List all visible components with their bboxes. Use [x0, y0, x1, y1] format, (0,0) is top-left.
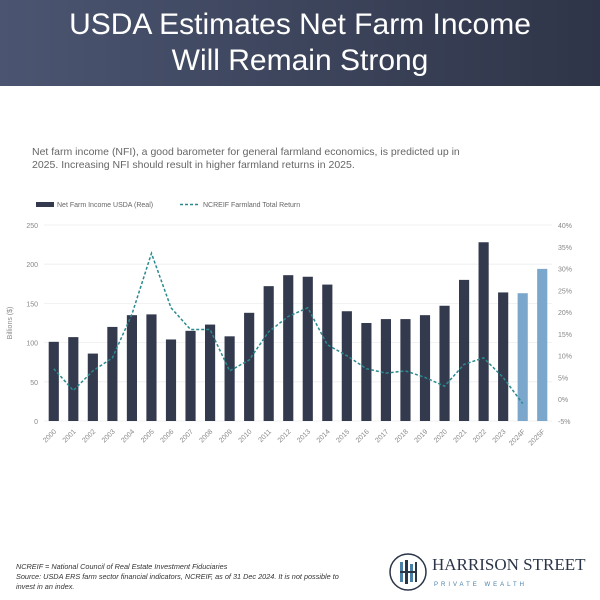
x-tick-label: 2012 [277, 428, 293, 444]
x-tick-label: 2003 [101, 428, 117, 444]
y2-tick-label: 15% [558, 332, 572, 339]
logo-subtitle: PRIVATE WEALTH [434, 582, 528, 588]
x-tick-label: 2011 [258, 428, 274, 444]
title-banner: USDA Estimates Net Farm Income Will Remai… [0, 0, 600, 86]
x-tick-label: 2005 [140, 428, 156, 444]
bar-2020 [439, 305, 450, 421]
x-tick-label: 2009 [218, 428, 234, 444]
legend-label-ncreif-return: NCREIF Farmland Total Return [203, 202, 300, 209]
chart: Net Farm Income USDA (Real) NCREIF Farmla… [7, 202, 572, 447]
x-tick-label: 2000 [42, 428, 58, 444]
bar-2011 [263, 286, 274, 421]
y-tick-label: 50 [30, 380, 38, 387]
y2-tick-label: 0% [558, 397, 568, 404]
bar-2006 [165, 339, 177, 421]
footnote-definition: NCREIF = National Council of Real Estate… [16, 562, 228, 571]
bar-2018 [400, 319, 411, 421]
bar-2021 [458, 279, 470, 421]
x-tick-label: 2015 [335, 428, 351, 444]
bar-2017 [380, 319, 392, 421]
bar-2003 [107, 326, 118, 421]
footnote-disclaimer: invest in an index. [16, 582, 75, 591]
x-tick-label: 2022 [472, 428, 488, 444]
y2-tick-label: 25% [558, 288, 572, 295]
legend-label-net-farm-income: Net Farm Income USDA (Real) [57, 202, 153, 209]
bar-2014 [322, 284, 333, 421]
footnote-source: Source: USDA ERS farm sector financial i… [16, 572, 339, 581]
y-tick-label: 250 [26, 223, 38, 230]
bar-2013 [302, 276, 313, 421]
x-tick-label: 2013 [296, 428, 312, 444]
bar-2025F [537, 268, 548, 421]
bar-2008 [204, 324, 216, 421]
x-tick-label: 2004 [120, 428, 136, 444]
x-tick-label: 2001 [62, 428, 78, 444]
x-tick-label: 2006 [159, 428, 175, 444]
y2-tick-label: -5% [558, 419, 570, 426]
x-tick-label: 2010 [238, 428, 254, 444]
bar-2024F [517, 293, 528, 421]
x-tick-label: 2002 [81, 428, 97, 444]
bar-2004 [126, 315, 138, 421]
bar-2009 [224, 336, 235, 421]
y-tick-label: 0 [34, 419, 38, 426]
bar-2005 [146, 314, 157, 421]
bar-2000 [48, 341, 59, 421]
y2-tick-label: 40% [558, 223, 572, 230]
x-tick-label: 2021 [453, 428, 469, 444]
x-tick-label: 2008 [199, 428, 215, 444]
bar-2015 [341, 311, 352, 421]
bar-2016 [361, 323, 372, 421]
y2-tick-label: 35% [558, 245, 572, 252]
title-line-2: Will Remain Strong [171, 44, 429, 77]
x-tick-label: 2016 [355, 428, 371, 444]
x-tick-label: 2025F [528, 428, 547, 447]
x-tick-label: 2024F [508, 428, 527, 447]
y2-tick-label: 10% [558, 354, 572, 361]
x-tick-label: 2007 [179, 428, 195, 444]
bar-2002 [87, 353, 98, 421]
footnote: NCREIF = National Council of Real Estate… [16, 562, 371, 592]
title-line-1: USDA Estimates Net Farm Income [69, 8, 531, 41]
y-axis-label: Billions ($) [7, 307, 14, 340]
x-tick-label: 2017 [374, 428, 390, 444]
bar-2023 [498, 292, 509, 421]
harrison-street-logo: HARRISON STREET PRIVATE WEALTH [388, 552, 594, 596]
y-tick-label: 100 [26, 341, 38, 348]
bar-2010 [244, 312, 255, 421]
y2-tick-label: 5% [558, 375, 568, 382]
y2-tick-label: 20% [558, 310, 572, 317]
logo-emblem-icon [389, 553, 427, 591]
legend-bar-swatch [36, 202, 54, 207]
page-title: USDA Estimates Net Farm Income Will Remai… [0, 0, 600, 79]
bar-2007 [185, 330, 196, 421]
bar-2022 [478, 242, 489, 421]
bar-2001 [68, 337, 79, 421]
bar-2012 [283, 275, 294, 421]
y-tick-label: 150 [26, 301, 38, 308]
x-tick-label: 2018 [394, 428, 410, 444]
x-tick-label: 2019 [413, 428, 429, 444]
y-tick-label: 200 [26, 262, 38, 269]
logo-name: HARRISON STREET [432, 555, 586, 574]
x-tick-label: 2014 [316, 428, 332, 444]
x-tick-label: 2020 [433, 428, 449, 444]
intro-text: Net farm income (NFI), a good barometer … [32, 146, 460, 171]
y2-tick-label: 30% [558, 267, 572, 274]
x-tick-label: 2023 [492, 428, 508, 444]
bar-2019 [419, 315, 431, 421]
